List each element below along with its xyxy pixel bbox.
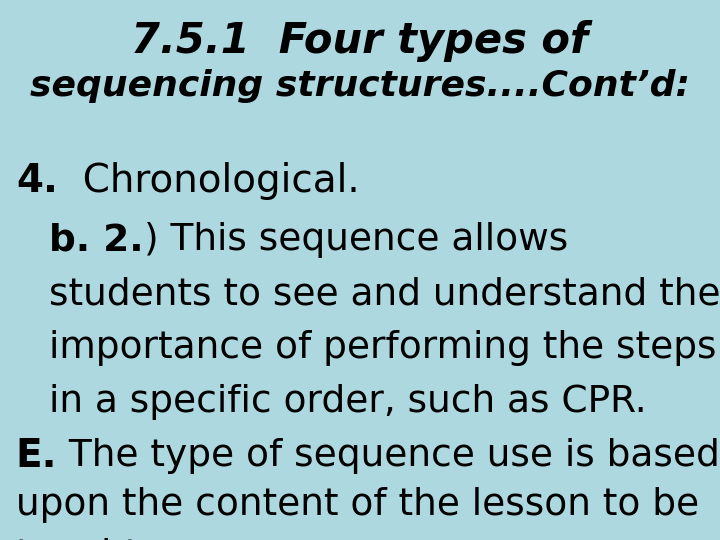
Text: 4.: 4. [16, 162, 58, 200]
Text: taught.: taught. [16, 538, 151, 540]
Text: sequencing structures....Cont’d:: sequencing structures....Cont’d: [30, 70, 690, 103]
Text: Chronological.: Chronological. [58, 162, 359, 200]
Text: importance of performing the steps: importance of performing the steps [49, 330, 716, 366]
Text: 7.5.1  Four types of: 7.5.1 Four types of [132, 19, 588, 62]
Text: E.: E. [16, 437, 58, 475]
Text: ) This sequence allows: ) This sequence allows [143, 222, 568, 258]
Text: students to see and understand the: students to see and understand the [49, 276, 720, 312]
Text: in a specific order, such as CPR.: in a specific order, such as CPR. [49, 384, 647, 420]
Text: upon the content of the lesson to be: upon the content of the lesson to be [16, 487, 699, 523]
Text: b. 2.: b. 2. [49, 222, 143, 258]
Text: The type of sequence use is based: The type of sequence use is based [58, 438, 720, 474]
